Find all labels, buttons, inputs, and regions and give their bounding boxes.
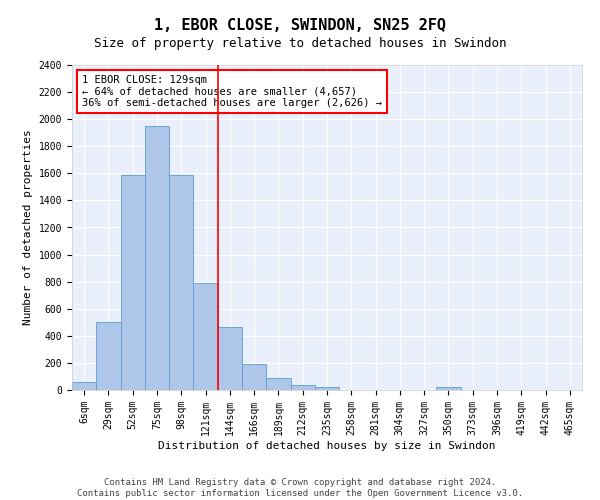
Bar xyxy=(315,386,339,390)
Y-axis label: Number of detached properties: Number of detached properties xyxy=(23,130,33,326)
Text: 1, EBOR CLOSE, SWINDON, SN25 2FQ: 1, EBOR CLOSE, SWINDON, SN25 2FQ xyxy=(154,18,446,32)
Bar xyxy=(436,388,461,390)
Bar xyxy=(193,283,218,390)
Text: Size of property relative to detached houses in Swindon: Size of property relative to detached ho… xyxy=(94,38,506,51)
Bar xyxy=(218,327,242,390)
Bar xyxy=(169,174,193,390)
Bar xyxy=(242,364,266,390)
Bar xyxy=(72,382,96,390)
Bar xyxy=(96,322,121,390)
Bar xyxy=(121,174,145,390)
Bar xyxy=(290,386,315,390)
Bar xyxy=(145,126,169,390)
Bar xyxy=(266,378,290,390)
Text: 1 EBOR CLOSE: 129sqm
← 64% of detached houses are smaller (4,657)
36% of semi-de: 1 EBOR CLOSE: 129sqm ← 64% of detached h… xyxy=(82,74,382,108)
Text: Contains HM Land Registry data © Crown copyright and database right 2024.
Contai: Contains HM Land Registry data © Crown c… xyxy=(77,478,523,498)
X-axis label: Distribution of detached houses by size in Swindon: Distribution of detached houses by size … xyxy=(158,440,496,450)
